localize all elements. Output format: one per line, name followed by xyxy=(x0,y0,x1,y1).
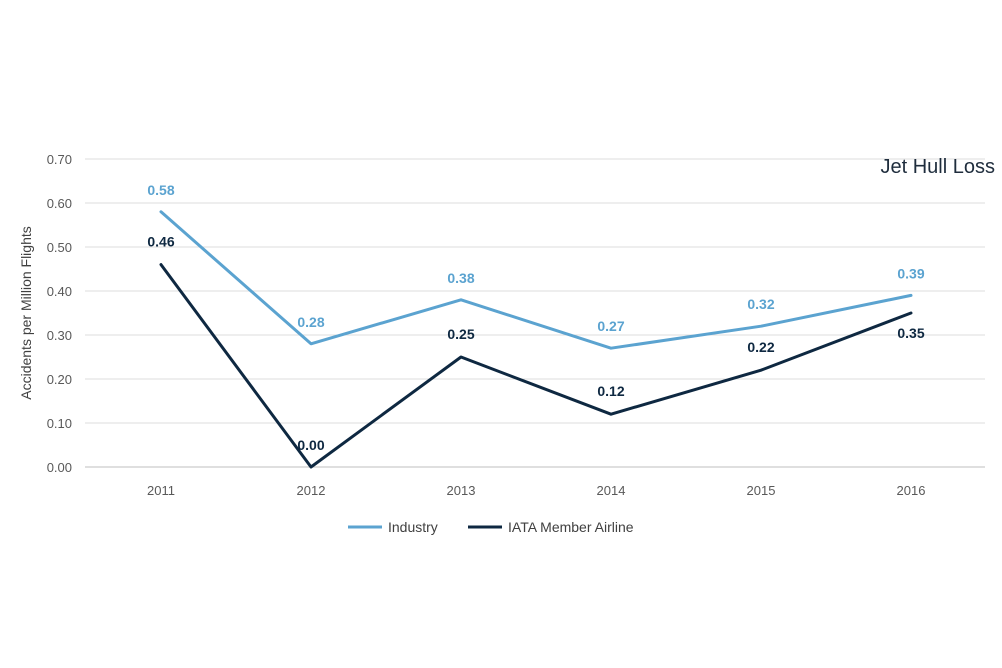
x-tick-label: 2016 xyxy=(897,483,926,498)
data-label-iata-member-airline: 0.35 xyxy=(897,325,924,341)
data-label-iata-member-airline: 0.22 xyxy=(747,339,774,355)
series-line-iata-member-airline xyxy=(159,263,913,469)
y-tick-label: 0.40 xyxy=(47,284,72,299)
data-label-industry: 0.27 xyxy=(597,318,624,334)
legend-label: IATA Member Airline xyxy=(508,519,634,535)
data-label-iata-member-airline: 0.12 xyxy=(597,383,624,399)
y-tick-label: 0.20 xyxy=(47,372,72,387)
x-tick-label: 2012 xyxy=(297,483,326,498)
y-tick-label: 0.60 xyxy=(47,196,72,211)
x-tick-label: 2011 xyxy=(147,483,175,498)
data-label-industry: 0.58 xyxy=(147,182,174,198)
data-label-iata-member-airline: 0.46 xyxy=(147,234,174,250)
legend: Industry IATA Member Airline xyxy=(348,519,634,535)
y-tick-label: 0.00 xyxy=(47,460,72,475)
legend-label: Industry xyxy=(388,519,438,535)
y-tick-label: 0.10 xyxy=(47,416,72,431)
y-axis-title: Accidents per Million Flights xyxy=(18,226,34,400)
data-label-industry: 0.28 xyxy=(297,314,324,330)
x-tick-label: 2014 xyxy=(597,483,626,498)
y-tick-label: 0.70 xyxy=(47,152,72,167)
data-label-industry: 0.32 xyxy=(747,296,774,312)
data-label-industry: 0.39 xyxy=(897,265,924,281)
x-tick-label: 2013 xyxy=(447,483,476,498)
data-label-iata-member-airline: 0.25 xyxy=(447,326,474,342)
x-axis-ticks: 2011 2012 2013 2014 2015 2016 xyxy=(147,483,925,498)
y-axis-ticks: 0.00 0.10 0.20 0.30 0.40 0.50 0.60 0.70 xyxy=(47,152,72,475)
y-tick-label: 0.50 xyxy=(47,240,72,255)
gridlines xyxy=(85,158,985,468)
series-lines xyxy=(159,210,913,469)
y-tick-label: 0.30 xyxy=(47,328,72,343)
data-label-iata-member-airline: 0.00 xyxy=(297,437,324,453)
series-line-industry xyxy=(159,210,913,350)
x-tick-label: 2015 xyxy=(747,483,776,498)
chart-title: Jet Hull Loss xyxy=(881,156,996,178)
data-label-industry: 0.38 xyxy=(447,270,474,286)
data-labels: 0.58 0.28 0.38 0.27 0.32 0.39 0.46 0.00 0.25 0.12… xyxy=(147,182,924,453)
